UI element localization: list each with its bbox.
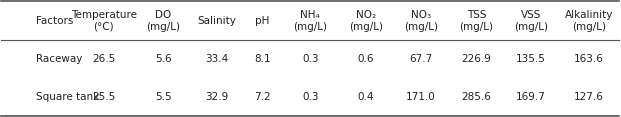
Text: 25.5: 25.5 (92, 92, 116, 102)
Text: Salinity: Salinity (197, 16, 236, 26)
Text: 127.6: 127.6 (574, 92, 604, 102)
Text: 0.3: 0.3 (302, 92, 319, 102)
Text: Factors: Factors (36, 16, 74, 26)
Text: NH₄
(mg/L): NH₄ (mg/L) (293, 10, 327, 32)
Text: NO₂
(mg/L): NO₂ (mg/L) (349, 10, 383, 32)
Text: 26.5: 26.5 (92, 54, 116, 64)
Text: 7.2: 7.2 (254, 92, 271, 102)
Text: 0.6: 0.6 (358, 54, 374, 64)
Text: 8.1: 8.1 (254, 54, 271, 64)
Text: TSS
(mg/L): TSS (mg/L) (460, 10, 494, 32)
Text: Raceway: Raceway (36, 54, 83, 64)
Text: Alkalinity
(mg/L): Alkalinity (mg/L) (564, 10, 613, 32)
Text: 32.9: 32.9 (205, 92, 228, 102)
Text: NO₃
(mg/L): NO₃ (mg/L) (404, 10, 438, 32)
Text: 285.6: 285.6 (461, 92, 491, 102)
Text: DO
(mg/L): DO (mg/L) (147, 10, 180, 32)
Text: 5.6: 5.6 (155, 54, 171, 64)
Text: 169.7: 169.7 (516, 92, 546, 102)
Text: 171.0: 171.0 (406, 92, 436, 102)
Text: 0.4: 0.4 (358, 92, 374, 102)
Text: 67.7: 67.7 (409, 54, 433, 64)
Text: 226.9: 226.9 (461, 54, 491, 64)
Text: 0.3: 0.3 (302, 54, 319, 64)
Text: pH: pH (255, 16, 270, 26)
Text: 163.6: 163.6 (574, 54, 604, 64)
Text: VSS
(mg/L): VSS (mg/L) (514, 10, 548, 32)
Text: Temperature
(°C): Temperature (°C) (71, 10, 137, 32)
Text: Square tank: Square tank (36, 92, 99, 102)
Text: 5.5: 5.5 (155, 92, 171, 102)
Text: 33.4: 33.4 (205, 54, 228, 64)
Text: 135.5: 135.5 (516, 54, 546, 64)
